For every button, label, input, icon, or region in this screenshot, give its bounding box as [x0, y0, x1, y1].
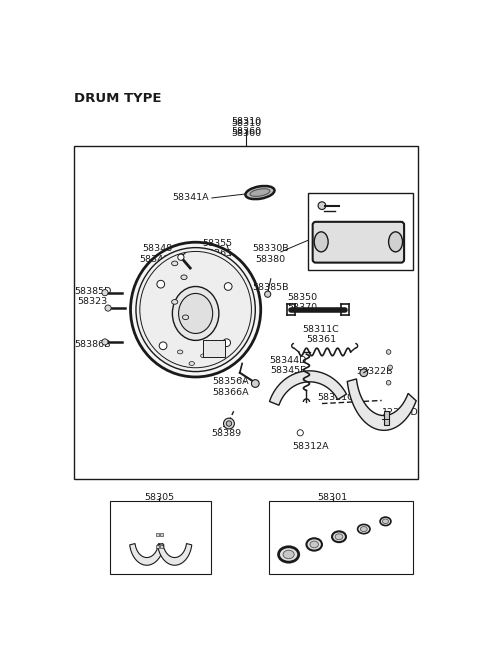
Text: 58305: 58305: [144, 493, 174, 502]
Ellipse shape: [250, 189, 270, 196]
Ellipse shape: [306, 538, 322, 551]
Bar: [156, 533, 159, 536]
Text: 58310
58360: 58310 58360: [231, 117, 261, 136]
Ellipse shape: [131, 242, 261, 377]
Text: DRUM TYPE: DRUM TYPE: [74, 92, 161, 105]
Text: 58389: 58389: [211, 429, 241, 438]
Ellipse shape: [360, 527, 367, 532]
Bar: [160, 533, 163, 536]
Ellipse shape: [245, 186, 275, 199]
Circle shape: [388, 365, 393, 369]
Polygon shape: [130, 544, 164, 565]
Text: 58321C: 58321C: [317, 393, 354, 402]
Text: 58341A: 58341A: [172, 193, 209, 202]
Text: 58355
58365: 58355 58365: [202, 239, 232, 258]
Circle shape: [386, 381, 391, 385]
Bar: [156, 545, 159, 548]
Text: 58322B: 58322B: [356, 367, 393, 377]
Bar: [269, 500, 413, 574]
Ellipse shape: [314, 232, 328, 252]
Text: 58311C
58361: 58311C 58361: [302, 325, 339, 345]
Circle shape: [223, 339, 230, 346]
Text: 58350
58370: 58350 58370: [287, 293, 317, 312]
Circle shape: [226, 421, 232, 426]
Ellipse shape: [283, 550, 294, 559]
Circle shape: [102, 290, 108, 296]
Text: 58385D
58323: 58385D 58323: [74, 286, 111, 306]
Circle shape: [386, 350, 391, 354]
Circle shape: [297, 430, 303, 436]
Ellipse shape: [172, 299, 178, 304]
Polygon shape: [348, 379, 416, 430]
Text: 58172B: 58172B: [352, 204, 388, 213]
Circle shape: [224, 418, 234, 429]
Bar: [110, 500, 211, 574]
Polygon shape: [157, 544, 192, 565]
Ellipse shape: [358, 525, 370, 534]
Circle shape: [318, 202, 326, 210]
Bar: [160, 545, 163, 548]
Bar: [74, 146, 418, 479]
Circle shape: [159, 342, 167, 350]
Text: 1231FD: 1231FD: [383, 408, 419, 417]
Ellipse shape: [178, 350, 183, 354]
Text: 58312A: 58312A: [292, 442, 329, 451]
Circle shape: [360, 369, 368, 377]
Ellipse shape: [172, 286, 219, 341]
Ellipse shape: [278, 547, 299, 562]
Circle shape: [224, 283, 232, 290]
Ellipse shape: [136, 248, 255, 371]
Text: 58125F: 58125F: [352, 214, 387, 223]
Bar: [308, 193, 413, 270]
Bar: [384, 411, 389, 425]
Ellipse shape: [380, 517, 391, 525]
Text: 58310
58360: 58310 58360: [231, 119, 261, 138]
Ellipse shape: [181, 275, 187, 280]
Text: 58385B: 58385B: [252, 283, 288, 291]
Circle shape: [157, 280, 165, 288]
Ellipse shape: [140, 252, 252, 367]
Ellipse shape: [201, 354, 206, 358]
Ellipse shape: [335, 534, 343, 540]
Ellipse shape: [179, 293, 213, 333]
Polygon shape: [269, 371, 347, 405]
Ellipse shape: [389, 232, 403, 252]
Text: 58301: 58301: [318, 493, 348, 502]
Text: 58344D
58345E: 58344D 58345E: [269, 356, 307, 375]
Circle shape: [264, 291, 271, 297]
Ellipse shape: [383, 519, 388, 524]
Text: 58386B: 58386B: [74, 341, 110, 349]
Circle shape: [178, 254, 184, 260]
Circle shape: [252, 380, 259, 387]
Text: 58356A
58366A: 58356A 58366A: [212, 377, 249, 397]
Circle shape: [102, 339, 108, 345]
FancyBboxPatch shape: [312, 222, 404, 263]
Ellipse shape: [182, 315, 189, 320]
Ellipse shape: [189, 362, 194, 365]
Bar: [204, 341, 225, 358]
Ellipse shape: [172, 261, 178, 266]
Text: 58330B
58380: 58330B 58380: [252, 244, 289, 263]
Ellipse shape: [332, 531, 346, 542]
Ellipse shape: [310, 541, 318, 548]
Circle shape: [105, 305, 111, 311]
Text: 58348
58348R: 58348 58348R: [139, 244, 176, 263]
